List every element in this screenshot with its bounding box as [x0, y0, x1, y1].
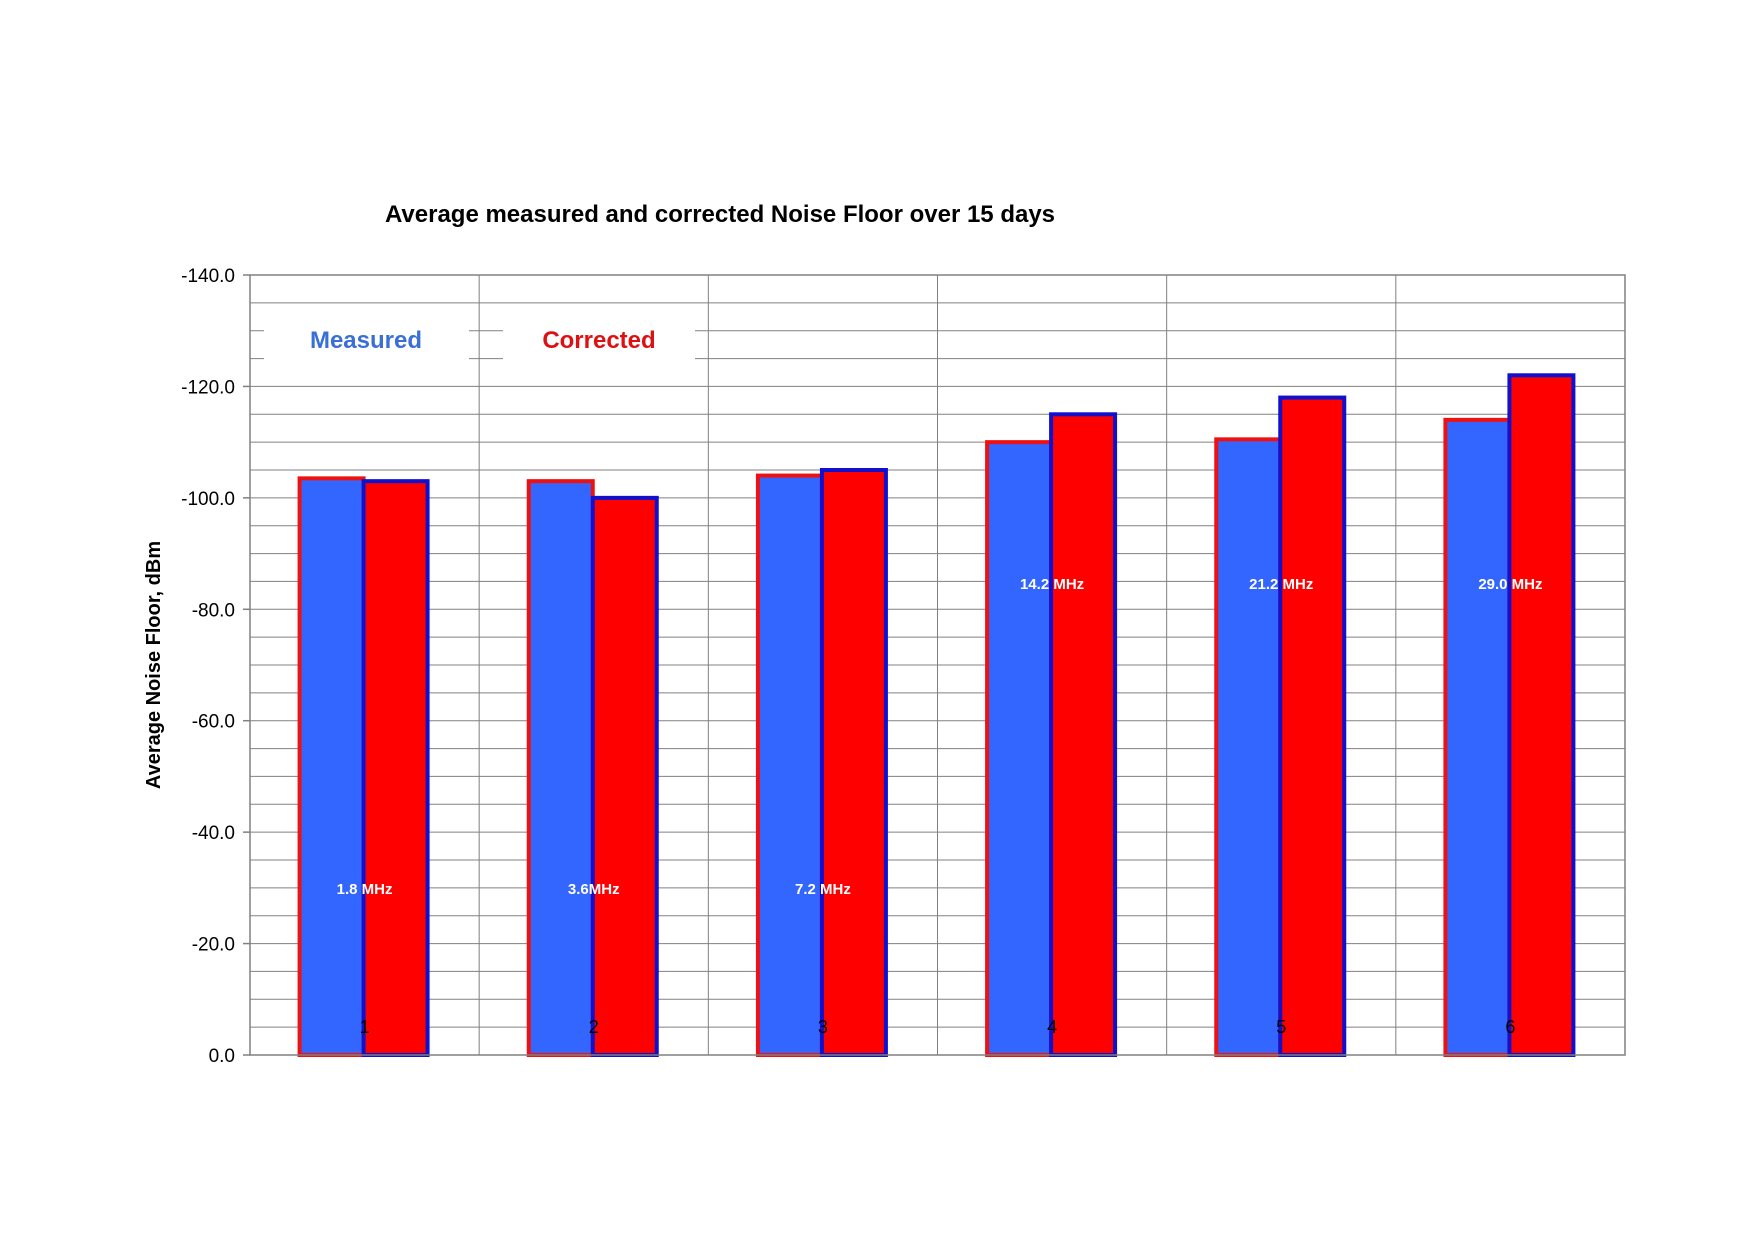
y-tick-label: -100.0: [181, 489, 235, 510]
y-axis-ticks: 0.0 -20.0 -40.0 -60.0 -80.0 -100.0 -120.0 -140.…: [181, 266, 250, 1067]
y-tick-label: -140.0: [181, 266, 235, 287]
frequency-label: 1.8 MHz: [337, 881, 393, 898]
bar-measured-1: [297, 476, 366, 1058]
y-tick-label: 0.0: [209, 1046, 235, 1067]
category-label: 4: [1047, 1017, 1057, 1037]
chart-title: Average measured and corrected Noise Flo…: [385, 201, 1055, 228]
category-label: 1: [360, 1017, 370, 1037]
bar-corrected-2: [590, 495, 659, 1058]
bar-corrected-3: [819, 468, 888, 1057]
bar-corrected-4: [1049, 412, 1118, 1057]
frequency-label: 14.2 MHz: [1020, 576, 1084, 593]
legend-corrected-box: [503, 318, 695, 360]
bar-measured-3: [755, 473, 824, 1058]
legend-label-corrected: Corrected: [542, 327, 655, 354]
plot-border: [249, 274, 1626, 1056]
legend-label-measured: Measured: [310, 327, 422, 354]
bar-measured-2: [526, 479, 595, 1057]
bar-corrected-6: [1507, 373, 1576, 1057]
y-tick-label: -20.0: [192, 935, 235, 956]
bar-measured-6: [1443, 417, 1512, 1058]
bar-corrected-1: [361, 479, 430, 1057]
y-axis-label: Average Noise Floor, dBm: [143, 541, 165, 789]
frequency-label: 21.2 MHz: [1249, 576, 1313, 593]
legend: Measured Corrected: [264, 318, 695, 360]
bar-measured-4: [985, 440, 1054, 1057]
category-label: 6: [1505, 1017, 1515, 1037]
bar-corrected-5: [1278, 395, 1347, 1058]
gridlines: [250, 275, 1625, 1055]
category-label: 2: [589, 1017, 599, 1037]
category-label: 3: [818, 1017, 828, 1037]
y-tick-label: -60.0: [192, 712, 235, 733]
y-tick-label: -80.0: [192, 600, 235, 621]
bar-measured-5: [1214, 437, 1283, 1058]
y-tick-label: -120.0: [181, 377, 235, 398]
frequency-label: 7.2 MHz: [795, 881, 851, 898]
y-tick-label: -40.0: [192, 823, 235, 844]
category-label: 5: [1276, 1017, 1286, 1037]
frequency-label: 3.6MHz: [568, 881, 620, 898]
category-labels: 1 2 3 4 5 6: [360, 1017, 1516, 1037]
frequency-labels: 1.8 MHz 3.6MHz 7.2 MHz 14.2 MHz 21.2 MHz 29.0…: [337, 576, 1543, 898]
legend-measured-box: [264, 318, 469, 360]
frequency-label: 29.0 MHz: [1478, 576, 1542, 593]
bars: [297, 373, 1576, 1058]
